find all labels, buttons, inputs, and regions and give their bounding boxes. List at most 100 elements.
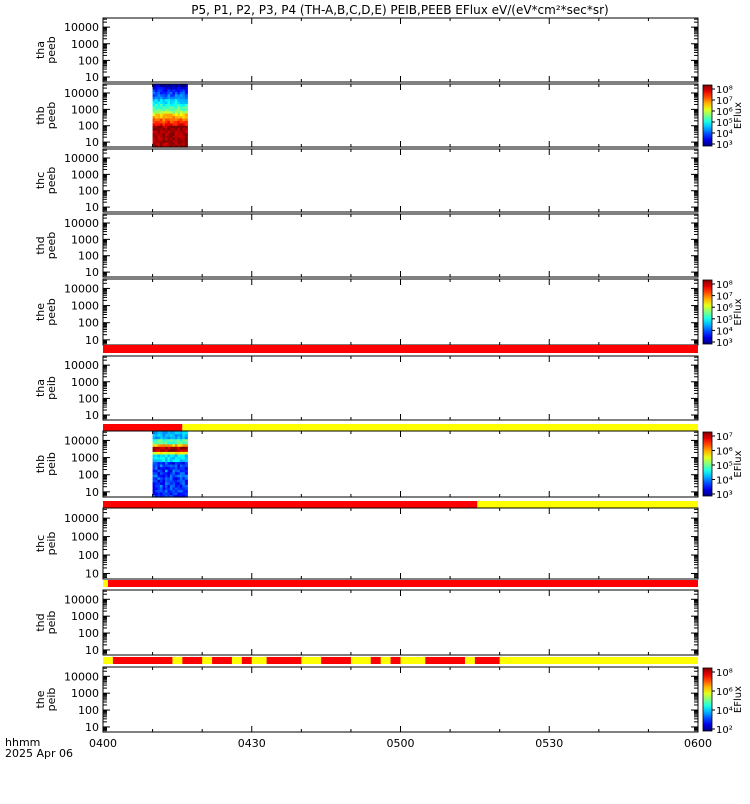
spectrogram-cell — [160, 443, 164, 447]
spectrogram-cell — [174, 88, 178, 92]
spectrogram-cell — [184, 100, 188, 104]
spectrogram-cell — [162, 91, 166, 95]
spectrogram-cell — [155, 144, 159, 148]
x-tick-label: 0530 — [535, 737, 563, 750]
colorbar-tick-label: 10⁸ — [716, 668, 733, 679]
spectrogram-cell — [179, 464, 183, 468]
y-tick-label: 100 — [78, 120, 99, 133]
spectrogram-cell — [169, 144, 174, 148]
spectrogram-cell — [164, 464, 169, 468]
spectrogram-cell — [182, 137, 186, 141]
spectrogram-cell — [167, 105, 171, 109]
spectrogram-cell — [162, 441, 166, 445]
spectrogram-cell — [162, 458, 166, 463]
spectrogram-cell — [182, 84, 186, 88]
spectrogram-cell — [184, 86, 188, 90]
y-tick-label: 1000 — [71, 687, 99, 700]
spectrogram-cell — [162, 431, 166, 435]
spectrogram-cell — [160, 88, 164, 92]
spectrogram-cell — [157, 466, 161, 470]
spectrogram-cell — [157, 443, 161, 447]
spectrogram-cell — [164, 88, 169, 92]
spectrogram-cell — [157, 115, 161, 119]
spectrogram-cell — [169, 103, 174, 107]
spectrogram-cell — [162, 443, 166, 447]
spectrogram-cell — [152, 122, 156, 126]
spectrogram-cell — [162, 115, 166, 119]
spectrogram-cell — [157, 494, 161, 498]
spectrogram-cell — [177, 137, 181, 141]
spectrogram-cell — [164, 448, 169, 452]
spectrogram-cell — [172, 91, 176, 95]
spectrogram-cell — [182, 125, 186, 129]
spectrogram-cell — [182, 469, 186, 473]
spectrogram-cell — [155, 458, 159, 463]
spectrogram-cell — [174, 105, 178, 109]
spectrogram-cell — [167, 438, 171, 442]
colorbar-tick-label: 10⁵ — [716, 461, 733, 472]
spectrogram-cell — [164, 132, 169, 136]
spectrogram-cell — [160, 464, 164, 468]
spectrogram-cell — [174, 469, 178, 473]
panel-label: peib — [45, 376, 58, 400]
spectrogram-cell — [152, 471, 156, 475]
spectrogram-cell — [164, 461, 169, 465]
spectrogram-cell — [157, 491, 161, 496]
spectrogram-cell — [157, 436, 161, 440]
spectrogram-cell — [167, 451, 171, 455]
panel-label: peib — [45, 688, 58, 712]
spectrogram-cell — [160, 441, 164, 445]
spectrogram-cell — [162, 117, 166, 121]
spectrogram-cell — [155, 448, 159, 452]
spectrogram-cell — [174, 481, 178, 485]
spectrogram-cell — [155, 142, 159, 146]
spectrogram-cell — [184, 105, 188, 109]
y-tick-label: 10000 — [64, 282, 99, 295]
y-tick-label: 10 — [85, 71, 99, 84]
panel-frame — [102, 213, 699, 278]
spectrogram-cell — [184, 461, 188, 465]
panel-label: thb — [34, 455, 47, 473]
spectrogram-cell — [152, 110, 156, 114]
spectrogram-cell — [160, 476, 164, 480]
spectrogram-cell — [169, 137, 174, 141]
spectrogram-cell — [152, 137, 156, 141]
spectrogram-cell — [167, 115, 171, 119]
spectrogram-data — [152, 431, 188, 498]
y-tick-label: 10000 — [64, 593, 99, 606]
spectrogram-cell — [172, 142, 176, 146]
spectrogram-cell — [179, 441, 183, 445]
spectrogram-cell — [155, 494, 159, 498]
spectrogram-cell — [174, 103, 178, 107]
spectrogram-cell — [152, 469, 156, 473]
spectrogram-cell — [177, 142, 181, 146]
spectrogram-cell — [160, 110, 164, 114]
spectrogram-cell — [184, 486, 188, 490]
spectrogram-cell — [162, 96, 166, 100]
spectrogram-cell — [177, 96, 181, 100]
spectrogram-cell — [164, 446, 169, 450]
spectrogram-cell — [182, 441, 186, 445]
spectrogram-cell — [169, 125, 174, 129]
spectrogram-cell — [169, 458, 174, 463]
y-tick-label: 1000 — [71, 376, 99, 389]
colorbar-tick-label: 10³ — [716, 140, 733, 151]
y-tick-label: 10000 — [64, 217, 99, 230]
spectrogram-cell — [184, 96, 188, 100]
spectrogram-cell — [182, 134, 186, 138]
spectrogram-cell — [160, 84, 164, 88]
spectrogram-cell — [162, 484, 166, 488]
spectrogram-cell — [184, 491, 188, 496]
spectrogram-cell — [177, 100, 181, 104]
spectrogram-cell — [182, 120, 186, 124]
spectrogram-cell — [155, 88, 159, 92]
spectrogram-cell — [160, 481, 164, 485]
colorbar-tick-label: 10⁸ — [716, 85, 733, 96]
spectrogram-cell — [160, 134, 164, 138]
spectrogram-cell — [164, 486, 169, 490]
spectrogram-cell — [167, 433, 171, 437]
spectrogram-cell — [179, 479, 183, 483]
spectrogram-cell — [164, 481, 169, 485]
